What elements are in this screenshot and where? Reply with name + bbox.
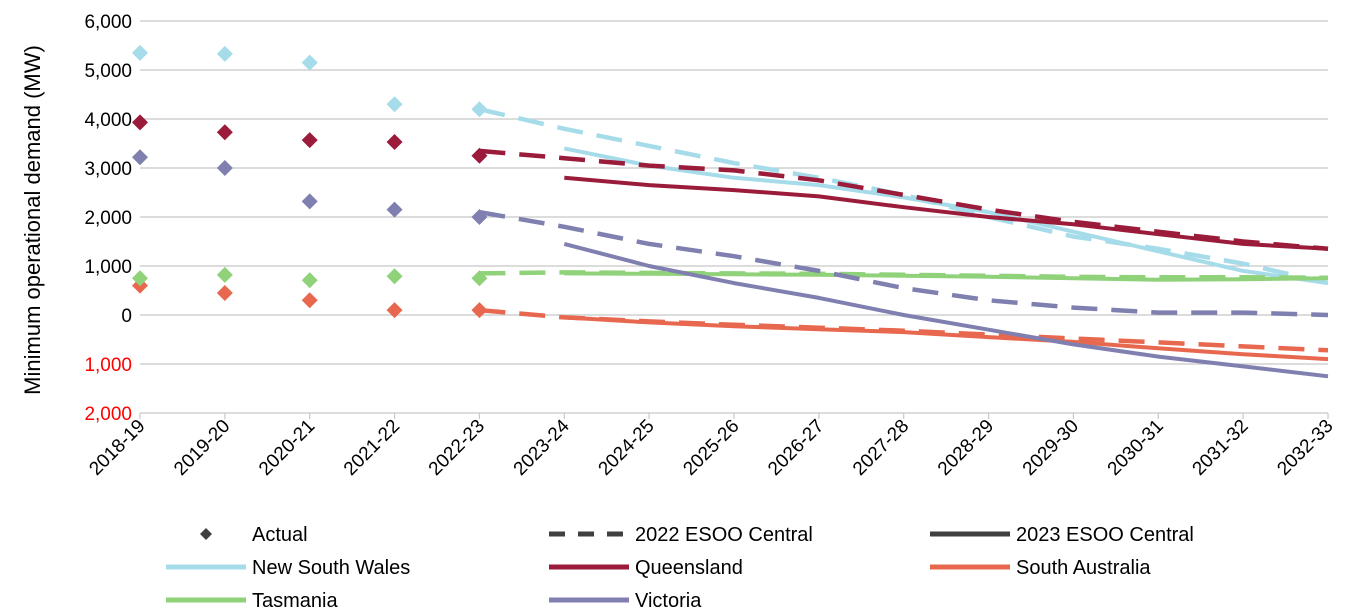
y-tick-label: 5,000: [84, 61, 132, 82]
line-2023-new-south-wales: [563, 146, 1329, 286]
y-tick-label: 4,000: [84, 110, 132, 131]
legend: Actual 2022 ESOO Central 2023 ESOO Central…: [166, 524, 1194, 612]
x-tick-label: 2020-21: [255, 416, 319, 480]
line-2022-victoria: [479, 209, 1329, 318]
y-tick-label: 3,000: [84, 159, 132, 180]
actual-marker-new-south-wales: [386, 96, 403, 113]
x-axis-ticks: 2018-19 2019-20 2020-21 2021-22 2022-23 2023-…: [85, 413, 1338, 480]
actual-marker-queensland: [301, 132, 318, 149]
x-tick-label: 2030-31: [1104, 416, 1168, 480]
actual-marker-new-south-wales: [471, 101, 488, 118]
legend-item-tasmania: Tasmania: [166, 590, 338, 612]
y-tick-label: 1,000: [84, 355, 132, 376]
legend-item-2023-esoo-central: 2023 ESOO Central: [930, 524, 1194, 546]
actual-marker-south-australia: [471, 302, 488, 319]
actual-markers: [132, 44, 488, 319]
line-2022-south-australia: [479, 307, 1329, 353]
line-2022-new-south-wales: [478, 107, 1329, 286]
y-tick-label: 1,000: [84, 257, 132, 278]
actual-marker-south-australia: [386, 302, 403, 319]
legend-item-queensland: Queensland: [549, 557, 743, 579]
x-tick-label: 2027-28: [849, 416, 913, 480]
legend-symbol: [200, 528, 212, 540]
x-tick-label: 2021-22: [340, 416, 404, 480]
actual-marker-queensland: [471, 147, 488, 164]
legend-label: 2023 ESOO Central: [1016, 524, 1194, 546]
x-tick-label: 2026-27: [764, 416, 828, 480]
series-lines: [478, 107, 1329, 379]
actual-marker-victoria: [216, 160, 233, 176]
actual-marker-tasmania: [386, 268, 403, 285]
actual-marker-tasmania: [471, 270, 488, 287]
legend-label: Tasmania: [252, 590, 338, 612]
x-tick-label: 2029-30: [1019, 416, 1083, 480]
actual-marker-victoria: [132, 149, 148, 166]
y-tick-label: 2,000: [84, 404, 132, 425]
actual-marker-queensland: [386, 134, 403, 151]
legend-label: Victoria: [635, 590, 702, 612]
x-tick-label: 2032-33: [1273, 416, 1337, 480]
y-tick-label: 2,000: [84, 208, 132, 229]
x-tick-label: 2028-29: [934, 416, 998, 480]
x-tick-label: 2025-26: [679, 416, 743, 480]
legend-item-2022-esoo-central: 2022 ESOO Central: [549, 524, 813, 546]
x-tick-label: 2023-24: [510, 415, 574, 479]
actual-marker-tasmania: [132, 270, 148, 287]
y-axis-label: Minimum operational demand (MW): [20, 45, 45, 395]
x-tick-label: 2024-25: [595, 416, 659, 480]
x-tick-label: 2031-32: [1189, 416, 1253, 480]
legend-label: New South Wales: [252, 557, 410, 579]
legend-label: 2022 ESOO Central: [635, 524, 813, 546]
actual-marker-south-australia: [216, 284, 233, 301]
line-2023-queensland: [564, 175, 1329, 251]
legend-item-actual: Actual: [200, 524, 308, 546]
legend-label: Queensland: [635, 557, 743, 579]
actual-marker-queensland: [132, 114, 148, 131]
y-axis-ticks: 6,000 5,000 4,000 3,000 2,000 1,000 0 1,000 2,00…: [84, 12, 132, 425]
actual-marker-new-south-wales: [301, 54, 318, 71]
actual-marker-south-australia: [301, 292, 318, 309]
y-tick-label: 0: [121, 306, 132, 327]
legend-label: Actual: [252, 524, 308, 546]
line-2022-queensland: [479, 148, 1329, 252]
x-tick-label: 2022-23: [425, 416, 489, 480]
x-tick-label: 2018-19: [85, 416, 149, 480]
legend-item-new-south-wales: New South Wales: [166, 557, 410, 579]
actual-marker-victoria: [301, 193, 318, 210]
actual-marker-tasmania: [301, 272, 318, 289]
actual-marker-tasmania: [216, 266, 233, 283]
line-2022-tasmania: [479, 270, 1329, 281]
legend-label: South Australia: [1016, 557, 1151, 579]
actual-marker-new-south-wales: [216, 45, 233, 62]
y-tick-label: 6,000: [84, 12, 132, 33]
actual-marker-victoria: [471, 209, 488, 225]
actual-marker-victoria: [386, 201, 403, 218]
x-tick-label: 2019-20: [170, 416, 234, 480]
line-2023-victoria: [563, 241, 1329, 379]
actual-marker-queensland: [216, 124, 233, 141]
legend-item-south-australia: South Australia: [930, 557, 1151, 579]
actual-marker-new-south-wales: [132, 44, 148, 61]
legend-item-victoria: Victoria: [549, 590, 702, 612]
